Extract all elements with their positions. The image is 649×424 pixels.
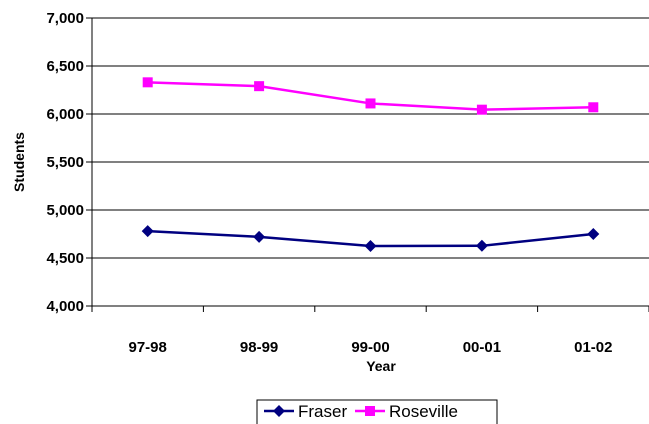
y-axis-title: Students <box>11 132 27 192</box>
series-group <box>141 77 600 252</box>
legend: Fraser Roseville <box>256 399 498 424</box>
x-tick-label-0: 97-98 <box>129 339 167 356</box>
series-roseville <box>142 77 599 115</box>
roseville-point-0 <box>142 77 153 88</box>
x-tick-label-3: 00-01 <box>463 339 501 356</box>
y-tick-label-3: 5,500 <box>46 154 84 171</box>
x-axis-title: Year <box>366 358 396 374</box>
y-tick-label-5: 6,500 <box>46 58 84 75</box>
x-tick-labels: 97-98 98-99 99-00 00-01 01-02 <box>129 339 613 356</box>
legend-roseville-label: Roseville <box>389 402 458 421</box>
legend-fraser-label: Fraser <box>298 402 347 421</box>
fraser-point-4 <box>587 228 600 240</box>
gridlines <box>86 17 649 312</box>
y-tick-label-4: 6,000 <box>46 106 84 123</box>
legend-roseville-marker <box>365 406 375 416</box>
fraser-point-3 <box>475 239 488 252</box>
y-tick-labels: 4,000 4,500 5,000 5,500 6,000 6,500 7,000 <box>46 10 84 315</box>
roseville-point-4 <box>588 102 599 113</box>
x-tick-label-2: 99-00 <box>351 339 389 356</box>
y-tick-label-2: 5,000 <box>46 202 84 219</box>
roseville-point-1 <box>254 81 265 92</box>
roseville-point-3 <box>476 104 487 115</box>
fraser-point-0 <box>141 225 154 238</box>
y-tick-label-1: 4,500 <box>46 250 84 267</box>
y-tick-label-6: 7,000 <box>46 10 84 27</box>
fraser-point-2 <box>364 240 377 252</box>
roseville-point-2 <box>365 98 376 109</box>
legend-fraser-marker <box>273 405 285 417</box>
series-fraser <box>141 225 600 252</box>
fraser-point-1 <box>253 230 266 243</box>
x-tick-label-1: 98-99 <box>240 339 278 356</box>
x-tick-label-4: 01-02 <box>574 339 612 356</box>
y-tick-label-0: 4,000 <box>46 298 84 315</box>
